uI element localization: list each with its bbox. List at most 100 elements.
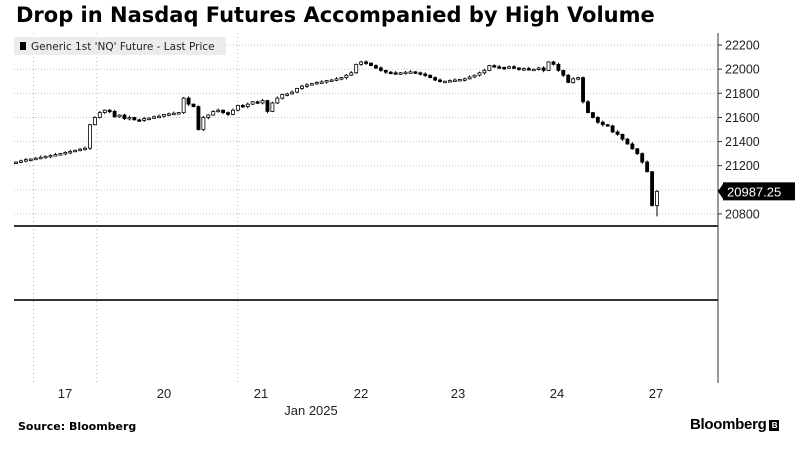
candle-body: [467, 76, 472, 80]
candle-body: [132, 117, 137, 121]
price-candles: [14, 60, 659, 217]
grid-lines: [14, 33, 718, 383]
x-tick-label: 27: [649, 386, 663, 401]
x-tick-label: 22: [354, 386, 368, 401]
candle-body: [590, 112, 595, 118]
panel-frames: [14, 33, 719, 383]
candle-body: [502, 66, 507, 70]
candle-body: [127, 117, 132, 120]
candle-body: [378, 67, 383, 71]
candle-body: [33, 157, 38, 161]
candle-body: [78, 148, 83, 152]
candle-body: [48, 155, 53, 158]
candle-body: [497, 66, 502, 69]
candle-body: [275, 97, 280, 104]
brand-text: Bloomberg: [690, 416, 767, 433]
candle-body: [443, 80, 447, 84]
candle-body: [477, 72, 482, 76]
bloomberg-logo: Bloomberg B: [690, 416, 780, 433]
candle-body: [413, 71, 418, 74]
candle-body: [23, 159, 28, 162]
candle-body: [58, 153, 63, 156]
candle-body: [536, 67, 541, 70]
candle-body: [206, 114, 211, 118]
y-tick-label: 21800: [725, 87, 760, 101]
candle-body: [63, 152, 68, 155]
candle-body: [319, 81, 324, 84]
y-tick-label: 21400: [725, 135, 760, 149]
candle-body: [221, 109, 226, 114]
candle-body: [600, 121, 605, 126]
x-tick-label: 21: [254, 386, 268, 401]
candle-body: [374, 65, 378, 69]
candle-body: [250, 101, 255, 105]
candle-body: [541, 67, 546, 71]
y-tick-label: 22200: [725, 39, 760, 53]
x-tick-label: 23: [451, 386, 465, 401]
candle-body: [364, 61, 369, 64]
y-tick-label: 21200: [725, 159, 760, 173]
candle-body: [403, 71, 408, 75]
candle-body: [107, 109, 112, 113]
candle-body: [359, 61, 364, 65]
last-price-box: [723, 182, 795, 201]
candle-body: [88, 124, 92, 149]
candle-body: [428, 74, 433, 79]
candle-body: [97, 112, 102, 118]
candle-body: [457, 79, 462, 82]
candle-body: [472, 74, 477, 78]
candle-body: [216, 109, 221, 113]
candle-body: [235, 104, 240, 111]
y-tick-label: 22000: [725, 63, 760, 77]
candle-body: [630, 143, 635, 150]
candle-body: [507, 66, 512, 69]
candle-body: [255, 101, 260, 104]
candle-body: [462, 78, 467, 81]
candle-body: [147, 117, 152, 120]
last-price-marker: 20987.25: [718, 182, 795, 201]
candle-body: [117, 114, 122, 118]
candle-body: [186, 97, 191, 105]
candle-body: [447, 80, 452, 83]
logo-mark-icon: B: [769, 420, 780, 431]
candle-body: [388, 71, 393, 75]
last-price-pointer: [718, 182, 724, 201]
candle-body: [92, 117, 97, 126]
candle-body: [280, 94, 285, 99]
candle-body: [581, 77, 585, 103]
candle-body: [605, 124, 610, 127]
candle-body: [171, 112, 176, 116]
candle-body: [83, 147, 87, 151]
candle-body: [142, 118, 147, 121]
candle-body: [586, 101, 590, 114]
candle-body: [339, 77, 344, 80]
candle-body: [492, 65, 497, 68]
legend-label: Generic 1st 'NQ' Future - Last Price: [31, 41, 215, 53]
candle-body: [102, 109, 107, 114]
candle-body: [576, 77, 581, 80]
y-tick-label: 20800: [725, 207, 760, 221]
candle-body: [201, 117, 206, 130]
candle-body: [285, 93, 290, 96]
last-price-label: 20987.25: [727, 184, 781, 199]
candle-body: [329, 79, 334, 82]
candle-body: [231, 109, 235, 115]
candle-body: [181, 97, 186, 114]
candle-body: [53, 154, 58, 157]
candle-body: [38, 156, 43, 160]
candle-body: [43, 155, 48, 159]
candle-body: [571, 78, 576, 83]
candle-body: [393, 72, 398, 75]
candle-body: [531, 68, 536, 72]
candle-body: [304, 84, 309, 87]
candle-body: [650, 171, 654, 206]
candle-body: [655, 190, 659, 206]
candle-body: [487, 65, 492, 71]
candle-body: [349, 72, 354, 76]
candle-body: [152, 116, 156, 119]
candle-body: [354, 63, 359, 74]
candle-body: [122, 114, 127, 120]
candle-body: [452, 79, 457, 82]
candle-body: [137, 119, 142, 122]
source-note: Source: Bloomberg: [18, 420, 137, 433]
